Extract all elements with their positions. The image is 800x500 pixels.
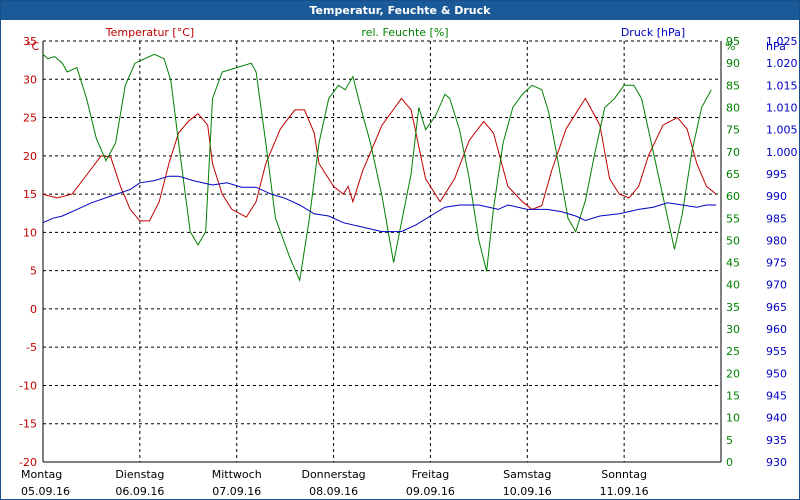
pressure-tick-label: 970 (766, 279, 787, 292)
humidity-tick-label: 20 (726, 367, 740, 380)
x-tick-day: Mittwoch (212, 468, 262, 481)
temperature-tick-label: 0 (30, 303, 37, 316)
x-tick-day: Freitag (412, 468, 450, 481)
pressure-tick-label: 935 (766, 434, 787, 447)
pressure-tick-label: 1.005 (766, 124, 798, 137)
pressure-tick-label: 1.010 (766, 101, 798, 114)
temperature-tick-label: 10 (23, 226, 37, 239)
x-tick-day: Sonntag (601, 468, 647, 481)
x-tick-day: Montag (21, 468, 62, 481)
humidity-tick-label: 5 (726, 434, 733, 447)
humidity-tick-label: 85 (726, 79, 740, 92)
humidity-tick-label: 65 (726, 168, 740, 181)
x-tick-date: 11.09.16 (600, 485, 649, 498)
humidity-tick-label: 90 (726, 57, 740, 70)
pressure-tick-label: 945 (766, 390, 787, 403)
humidity-tick-label: 75 (726, 124, 740, 137)
series-layer (42, 53, 717, 283)
x-tick-date: 07.09.16 (212, 485, 261, 498)
temperature-tick-label: -20 (19, 456, 37, 469)
temperature-series-line (42, 97, 717, 222)
humidity-tick-label: 10 (726, 412, 740, 425)
temperature-tick-label: -15 (19, 418, 37, 431)
humidity-tick-label: 80 (726, 101, 740, 114)
pressure-tick-label: 1.000 (766, 146, 798, 159)
temperature-tick-label: 25 (23, 112, 37, 125)
humidity-tick-label: 35 (726, 301, 740, 314)
humidity-tick-label: 95 (726, 35, 740, 48)
humidity-series-line (42, 53, 712, 283)
temperature-unit-label: °C (26, 40, 40, 53)
x-tick-day: Donnerstag (301, 468, 365, 481)
pressure-tick-label: 990 (766, 190, 787, 203)
pressure-tick-label: 980 (766, 234, 787, 247)
pressure-tick-label: 955 (766, 345, 787, 358)
temperature-tick-label: 5 (30, 265, 37, 278)
temperature-tick-label: -10 (19, 379, 37, 392)
humidity-unit-label: % (725, 40, 735, 53)
pressure-unit-label: hPa (766, 40, 786, 53)
humidity-axis-title: rel. Feuchte [%] (361, 26, 448, 39)
temperature-tick-label: 20 (23, 150, 37, 163)
grid (43, 40, 722, 462)
pressure-tick-label: 1.015 (766, 79, 798, 92)
x-tick-day: Dienstag (115, 468, 164, 481)
x-tick-date: 06.09.16 (115, 485, 164, 498)
x-tick-date: 05.09.16 (21, 485, 70, 498)
humidity-tick-label: 0 (726, 456, 733, 469)
pressure-tick-label: 1.025 (766, 35, 798, 48)
pressure-tick-label: 965 (766, 301, 787, 314)
humidity-tick-label: 50 (726, 234, 740, 247)
x-tick-date: 09.09.16 (406, 485, 455, 498)
pressure-tick-label: 995 (766, 168, 787, 181)
temperature-axis-title: Temperatur [°C] (105, 26, 194, 39)
humidity-tick-label: 40 (726, 279, 740, 292)
axis-labels: -20 -15 -10 -5 0 5 10 15 20 25 30 35 0 5 10 15 20 25 30 35 4… (19, 26, 797, 498)
pressure-tick-label: 975 (766, 257, 787, 270)
temperature-tick-label: -5 (26, 341, 37, 354)
axes (42, 41, 722, 463)
weather-chart: -20 -15 -10 -5 0 5 10 15 20 25 30 35 0 5 10 15 20 25 30 35 4… (19, 26, 797, 498)
pressure-series-line (42, 175, 717, 233)
pressure-tick-label: 960 (766, 323, 787, 336)
humidity-tick-label: 45 (726, 257, 740, 270)
x-tick-date: 08.09.16 (309, 485, 358, 498)
humidity-tick-label: 15 (726, 390, 740, 403)
pressure-tick-label: 950 (766, 367, 787, 380)
pressure-tick-label: 985 (766, 212, 787, 225)
pressure-axis-title: Druck [hPa] (621, 26, 685, 39)
pressure-tick-label: 940 (766, 412, 787, 425)
x-tick-date: 10.09.16 (503, 485, 552, 498)
pressure-tick-label: 930 (766, 456, 787, 469)
temperature-tick-label: 30 (23, 73, 37, 86)
humidity-tick-label: 55 (726, 212, 740, 225)
pressure-tick-label: 1.020 (766, 57, 798, 70)
temperature-tick-label: 15 (23, 188, 37, 201)
window-title: Temperatur, Feuchte & Druck (1, 1, 799, 20)
humidity-tick-label: 25 (726, 345, 740, 358)
humidity-tick-label: 30 (726, 323, 740, 336)
humidity-tick-label: 60 (726, 190, 740, 203)
temperature-tick-label: 35 (23, 35, 37, 48)
humidity-tick-label: 70 (726, 146, 740, 159)
x-tick-day: Samstag (503, 468, 551, 481)
